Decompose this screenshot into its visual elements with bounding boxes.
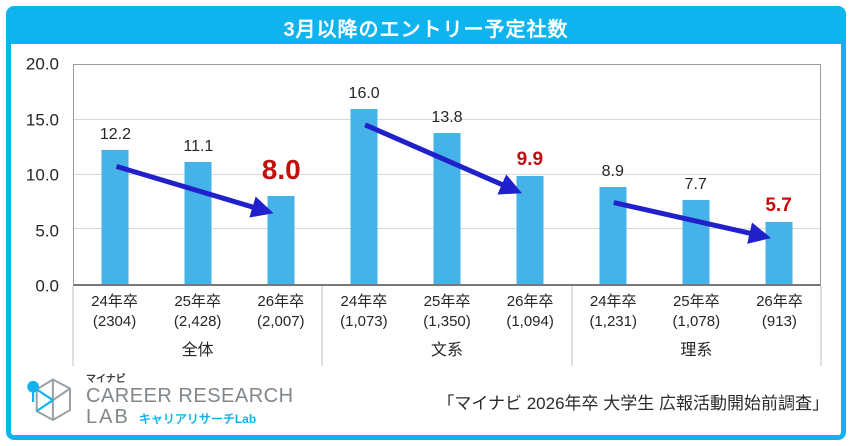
category-label: 25年卒 (2,428) [156, 292, 239, 331]
bar-slot-2-1: 7.7 [654, 65, 737, 284]
sample-size-label: (913) [761, 312, 797, 330]
y-tick-label: 15.0 [25, 110, 59, 129]
group-label: 全体 [181, 342, 214, 359]
bar-1-0 [350, 108, 378, 284]
group-label: 理系 [680, 342, 713, 359]
category-label: 24年卒 (2304) [73, 292, 156, 331]
bar-0-1 [184, 162, 212, 284]
bar-slot-0-1: 11.1 [157, 65, 240, 284]
bar-value-label: 5.7 [765, 194, 792, 216]
sample-size-label: (1,231) [589, 312, 637, 330]
y-tick-label: 5.0 [35, 221, 59, 240]
gridline [74, 118, 820, 120]
logo-lab: LAB [86, 406, 130, 429]
career-research-lab-logo: マイナビ CAREER RESEARCH LAB キャリアリサーチLab [25, 374, 294, 430]
logo-text: マイナビ CAREER RESEARCH LAB キャリアリサーチLab [86, 373, 294, 429]
bar-value-label: 8.0 [261, 154, 301, 186]
bar-slot-0-2: 8.0 [240, 65, 323, 284]
bar-slot-1-0: 16.0 [323, 65, 406, 284]
bar-value-label: 7.7 [684, 175, 707, 193]
sample-size-label: (1,350) [423, 312, 471, 330]
bar-value-label: 12.2 [99, 126, 132, 144]
category-label: 26年卒 (913) [738, 292, 821, 331]
sample-size-label: (2,007) [257, 312, 305, 330]
x-group-2: 24年卒 (1,231) 25年卒 (1,078) 26年卒 (913) 理系 [572, 286, 821, 370]
y-tick-label: 10.0 [25, 165, 59, 185]
logo-cube-icon [27, 377, 71, 421]
trend-arrows [115, 122, 771, 244]
chart-content: 0.0 5.0 10.0 15.0 20.0 12.2 11.1 8.0 16.0 13.8 9.… [11, 44, 841, 435]
bar-2-1 [682, 199, 710, 284]
sample-size-label: (2304) [92, 312, 137, 330]
logo-line2-row: LAB キャリアリサーチLab [86, 407, 294, 428]
category-label: 25年卒 (1,350) [405, 292, 488, 331]
category-label: 24年卒 (1,231) [572, 292, 655, 331]
sample-size-label: (2,428) [173, 312, 222, 330]
bar-slot-1-2: 9.9 [488, 65, 571, 284]
y-axis: 0.0 5.0 10.0 15.0 20.0 [11, 56, 63, 295]
x-axis: 24年卒 (2304) 25年卒 (2,428) 26年卒 (2,007) 全体 24年卒 (1… [72, 286, 822, 370]
bar-value-label: 16.0 [348, 84, 380, 102]
trend-arrow [613, 200, 771, 244]
category-separator [571, 286, 573, 366]
bar-value-label: 11.1 [183, 138, 214, 156]
bar-0-0 [101, 150, 129, 284]
sample-size-label: (1,094) [506, 312, 554, 330]
trend-arrow [364, 122, 522, 195]
bar-slot-0-0: 12.2 [74, 65, 157, 284]
category-separator [321, 286, 323, 366]
category-separator [72, 286, 74, 366]
logo-subtitle: キャリアリサーチLab [138, 412, 257, 427]
logo-brand-small: マイナビ [86, 373, 126, 385]
bar-value-label: 13.8 [431, 108, 463, 126]
bar-groups: 12.2 11.1 8.0 16.0 13.8 9.9 8.9 7.7 5.7 [74, 65, 820, 284]
sample-size-label: (1,073) [340, 312, 388, 330]
category-label: 25年卒 (1,078) [655, 292, 738, 331]
chart-panel: 3月以降のエントリー予定社数 0.0 5.0 10.0 15.0 20.0 12.2 11… [6, 6, 846, 440]
bar-group-0: 12.2 11.1 8.0 [74, 65, 323, 284]
chart-title: 3月以降のエントリー予定社数 [283, 19, 569, 41]
category-label: 26年卒 (1,094) [489, 292, 572, 331]
x-group-1: 24年卒 (1,073) 25年卒 (1,350) 26年卒 (1,094) 文系 [322, 286, 571, 370]
bar-value-label: 8.9 [601, 162, 624, 180]
entry-companies-bar-chart: 0.0 5.0 10.0 15.0 20.0 12.2 11.1 8.0 16.0 13.8 9.… [11, 44, 841, 370]
footer: マイナビ CAREER RESEARCH LAB キャリアリサーチLab 「マイ… [11, 370, 841, 435]
sample-size-label: (1,078) [672, 312, 721, 330]
category-separator [820, 286, 822, 366]
category-label: 24年卒 (1,073) [322, 292, 405, 331]
plot-area: 12.2 11.1 8.0 16.0 13.8 9.9 8.9 7.7 5.7 [73, 64, 821, 286]
y-tick-label: 0.0 [35, 276, 59, 296]
category-label: 26年卒 (2,007) [239, 292, 322, 331]
chart-title-bar: 3月以降のエントリー予定社数 [11, 11, 841, 44]
bar-value-label: 9.9 [516, 148, 544, 170]
plot-wrap: 0.0 5.0 10.0 15.0 20.0 12.2 11.1 8.0 16.0 13.8 9.… [26, 56, 821, 295]
logo-line1: CAREER RESEARCH [86, 385, 294, 408]
group-label: 文系 [430, 342, 463, 359]
bar-group-1: 16.0 13.8 9.9 [323, 65, 572, 284]
y-tick-label: 20.0 [25, 54, 59, 74]
source-caption: 「マイナビ 2026年卒 大学生 広報活動開始前調査」 [437, 394, 829, 413]
x-group-0: 24年卒 (2304) 25年卒 (2,428) 26年卒 (2,007) 全体 [73, 286, 322, 370]
trend-arrow [115, 164, 274, 218]
